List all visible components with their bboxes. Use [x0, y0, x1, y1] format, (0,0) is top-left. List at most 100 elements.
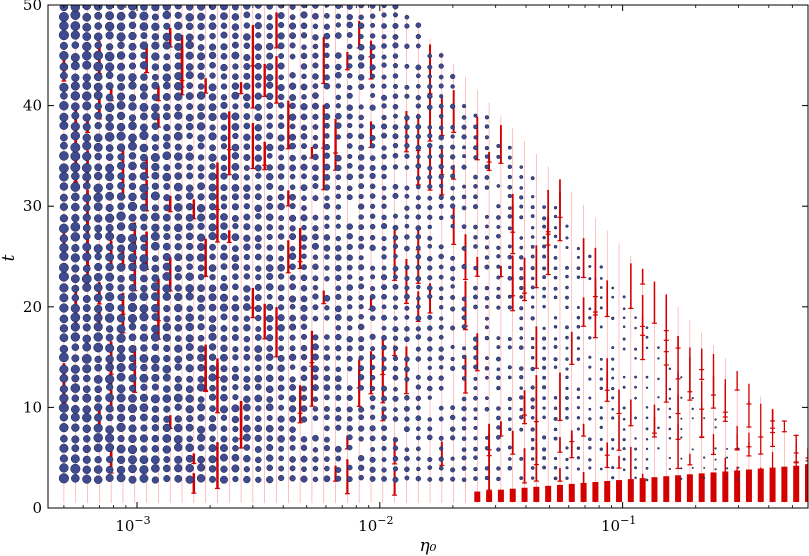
data-point: [162, 445, 171, 454]
data-point: [94, 41, 102, 50]
data-point: [70, 21, 81, 31]
data-point: [300, 184, 308, 192]
data-point: [485, 375, 489, 380]
data-point: [231, 233, 240, 242]
data-point: [105, 5, 114, 10]
data-point: [725, 456, 729, 459]
data-point: [162, 63, 171, 72]
data-point: [278, 394, 285, 401]
data-point: [358, 474, 364, 481]
point-series: [58, 5, 740, 484]
data-point: [232, 394, 239, 401]
data-point: [93, 82, 103, 92]
data-point: [415, 95, 421, 101]
data-point: [438, 375, 444, 381]
data-point: [151, 52, 160, 61]
data-point: [324, 334, 330, 340]
data-point: [737, 478, 740, 481]
data-point: [450, 306, 456, 312]
data-point: [278, 224, 285, 231]
data-point: [312, 195, 319, 202]
data-point: [151, 22, 160, 31]
data-point: [542, 304, 546, 309]
data-point: [93, 443, 103, 453]
data-point: [450, 405, 456, 411]
data-point: [301, 333, 307, 340]
data-point: [381, 334, 387, 341]
data-point: [197, 164, 205, 172]
data-point: [254, 345, 263, 353]
data-point: [82, 264, 91, 273]
errorbar-block: [675, 475, 682, 502]
data-point: [300, 314, 308, 322]
data-point: [59, 344, 69, 354]
data-point: [553, 255, 558, 260]
data-point: [576, 467, 581, 471]
data-point: [404, 115, 410, 121]
data-point: [151, 13, 159, 21]
data-point: [473, 376, 478, 381]
data-point: [335, 204, 342, 210]
data-point: [220, 222, 228, 230]
data-point: [449, 154, 456, 160]
data-point: [427, 426, 433, 432]
data-point: [462, 145, 467, 150]
data-point: [427, 265, 433, 271]
data-point: [507, 276, 513, 281]
data-point: [59, 463, 69, 473]
data-point: [611, 295, 615, 299]
data-point: [496, 367, 501, 372]
data-point: [542, 415, 546, 420]
data-point: [59, 234, 69, 243]
data-point: [59, 50, 69, 61]
data-point: [346, 13, 353, 21]
data-point: [347, 122, 353, 129]
data-point: [427, 275, 433, 281]
data-point: [392, 5, 399, 10]
data-point: [358, 283, 365, 290]
data-point: [255, 274, 262, 281]
data-point: [450, 73, 456, 80]
data-point: [232, 384, 239, 391]
data-point: [346, 63, 353, 69]
data-point: [94, 224, 103, 233]
data-point: [117, 252, 125, 261]
data-point: [174, 292, 183, 302]
data-point: [312, 254, 319, 260]
data-point: [530, 235, 535, 239]
data-point: [289, 384, 296, 391]
data-point: [82, 122, 91, 131]
data-point: [243, 475, 251, 484]
data-point: [484, 325, 489, 330]
data-point: [369, 135, 376, 141]
data-point: [94, 403, 103, 412]
data-point: [289, 142, 296, 150]
data-point: [208, 51, 217, 60]
data-point: [542, 346, 546, 350]
data-point: [266, 202, 274, 210]
data-point: [82, 193, 92, 203]
data-point: [139, 61, 149, 70]
data-point: [312, 113, 319, 120]
data-point: [117, 181, 125, 190]
data-point: [312, 275, 319, 282]
data-point: [174, 172, 183, 180]
data-point: [542, 447, 547, 452]
data-point: [266, 152, 273, 159]
data-point: [358, 414, 365, 421]
data-point: [265, 283, 274, 291]
data-point: [392, 224, 399, 231]
data-point: [622, 437, 626, 442]
data-point: [358, 464, 365, 471]
data-point: [381, 425, 387, 432]
data-point: [208, 192, 217, 201]
data-point: [128, 133, 137, 143]
data-point: [232, 283, 239, 291]
data-point: [59, 413, 69, 422]
data-point: [196, 383, 206, 392]
data-point: [438, 163, 444, 170]
data-point: [530, 427, 535, 432]
data-point: [404, 376, 410, 382]
data-point: [542, 216, 547, 221]
data-point: [415, 315, 422, 322]
